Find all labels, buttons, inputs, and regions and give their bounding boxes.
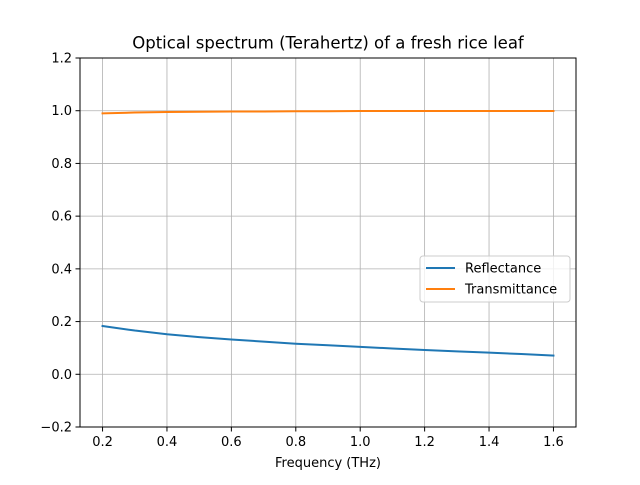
legend: Reflectance Transmittance	[419, 255, 571, 303]
y-tick-label: 0.0	[51, 368, 72, 383]
x-tick-label: 1.0	[350, 435, 371, 450]
x-axis-label: Frequency (THz)	[275, 456, 381, 471]
y-tick-label: 0.8	[51, 157, 72, 172]
series-lines	[101, 109, 555, 357]
y-tick-label: 0.6	[51, 210, 72, 225]
legend-label-transmittance: Transmittance	[464, 283, 557, 298]
series-line-transmittance	[101, 109, 555, 115]
chart-title: Optical spectrum (Terahertz) of a fresh …	[132, 34, 525, 53]
y-tick-label: 1.2	[51, 52, 72, 67]
y-tick-label: 1.0	[51, 104, 72, 119]
grid	[80, 57, 576, 428]
y-tick-label: 0.2	[51, 315, 72, 330]
x-tick-label: 1.2	[414, 435, 435, 450]
plot-frame	[79, 57, 577, 428]
x-tick-label: 0.4	[157, 435, 178, 450]
x-tick-label: 1.4	[479, 435, 500, 450]
legend-label-reflectance: Reflectance	[465, 262, 541, 277]
y-tick-label: −0.2	[40, 421, 72, 436]
x-tick-label: 0.6	[221, 435, 242, 450]
y-tick-label: 0.4	[51, 262, 72, 277]
legend-box	[419, 255, 571, 303]
axis-ticks: 0.2 0.4 0.6 0.8 1.0 1.2 1.4 1.6 −0.2 0.0 0.2 0.4 0.6…	[40, 52, 563, 451]
x-tick-label: 0.2	[92, 435, 113, 450]
series-line-reflectance	[101, 324, 555, 357]
x-tick-label: 1.6	[543, 435, 564, 450]
x-tick-label: 0.8	[285, 435, 306, 450]
